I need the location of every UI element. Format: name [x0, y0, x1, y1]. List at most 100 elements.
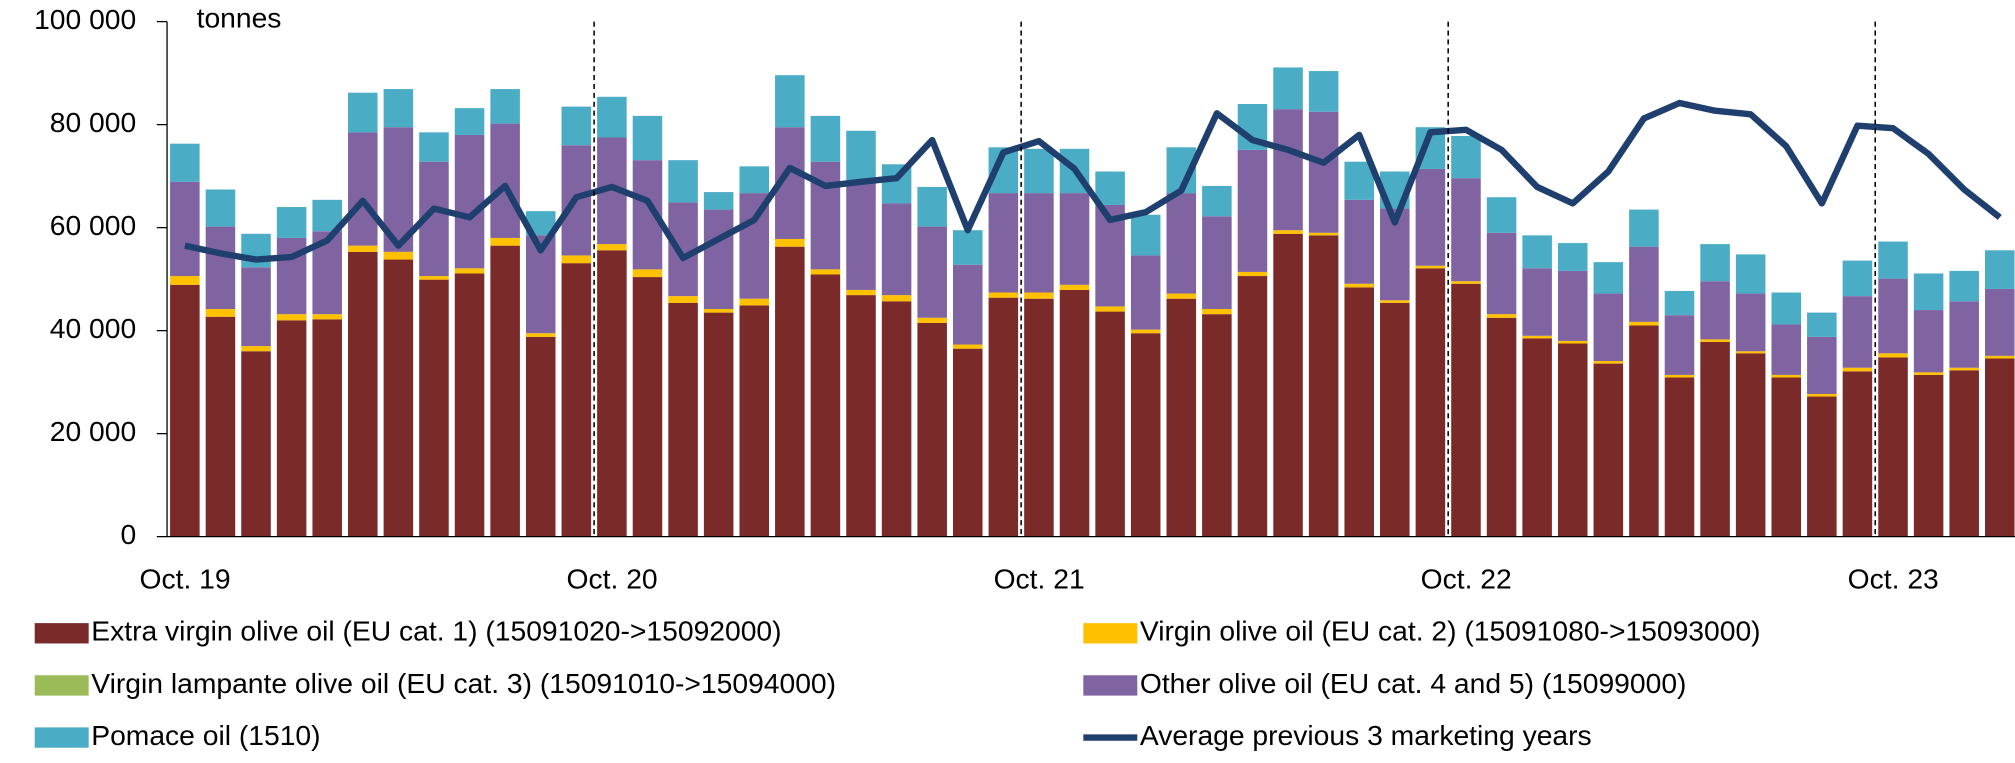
bar-segment	[348, 132, 378, 246]
bar-segment	[1451, 283, 1481, 537]
bar-segment	[1771, 377, 1802, 537]
bar-segment	[1664, 377, 1695, 537]
bar-segment	[739, 298, 770, 306]
bar-segment	[205, 309, 236, 317]
bar-segment	[1166, 193, 1197, 294]
bar-segment	[1700, 339, 1730, 342]
bar-segment	[1415, 268, 1446, 537]
bar-segment	[1913, 372, 1944, 375]
bar-segment	[810, 274, 841, 537]
bar-segment	[525, 336, 556, 537]
bar-segment	[1771, 324, 1802, 375]
legend-label: Virgin olive oil (EU cat. 2) (15091080->…	[1140, 616, 1761, 647]
bar-segment	[1451, 281, 1481, 284]
bar-segment	[419, 132, 449, 162]
bar-segment	[1842, 260, 1873, 297]
bar-segment	[1166, 293, 1197, 299]
legend-swatch	[34, 727, 89, 748]
bar-segment	[1842, 296, 1873, 368]
bar-segment	[1664, 315, 1695, 375]
bar-segment	[1629, 209, 1659, 247]
bar-segment	[775, 238, 805, 247]
bar-segment	[312, 319, 342, 537]
bar-segment	[597, 244, 627, 251]
bar-segment	[703, 312, 734, 537]
y-tick-label: 40 000	[50, 313, 136, 344]
bar-segment	[1735, 351, 1766, 354]
bar-segment	[1273, 67, 1303, 110]
bar-segment	[170, 284, 200, 537]
bar-segment	[1557, 340, 1588, 344]
bar-segment	[1451, 178, 1481, 282]
bar-segment	[1557, 270, 1588, 341]
legend-label: Virgin lampante olive oil (EU cat. 3) (1…	[91, 668, 836, 699]
y-tick-label: 20 000	[50, 416, 136, 447]
bar-segment	[810, 269, 841, 275]
bar-segment	[241, 346, 271, 352]
bar-segment	[1522, 268, 1552, 336]
bar-segment	[1593, 293, 1624, 362]
bar-segment	[1735, 353, 1766, 537]
bar-segment	[1415, 265, 1446, 269]
bar-segment	[1629, 321, 1659, 326]
bar-segment	[1095, 306, 1125, 312]
bar-segment	[312, 314, 342, 320]
bar-segment	[1842, 367, 1873, 372]
bar-segment	[1486, 314, 1517, 318]
legend-label: Other olive oil (EU cat. 4 and 5) (15099…	[1140, 668, 1687, 699]
bar-segment	[241, 351, 271, 537]
bar-segment	[1807, 393, 1837, 397]
x-tick-label: Oct. 19	[140, 564, 231, 595]
bar-segment	[1308, 111, 1339, 233]
bar-segment	[1878, 278, 1908, 354]
bar-segment	[1735, 254, 1766, 294]
bar-segment	[846, 130, 876, 181]
bar-segment	[917, 317, 947, 323]
bar-segment	[1344, 283, 1374, 288]
bar-segment	[1949, 270, 1979, 302]
bar-segment	[1807, 396, 1837, 537]
bar-segment	[1949, 301, 1979, 368]
bar-segment	[1557, 343, 1588, 537]
bar-segment	[276, 207, 307, 238]
bar-segment	[988, 193, 1019, 293]
bar-segment	[490, 245, 520, 537]
bar-segment	[1593, 262, 1624, 294]
bar-segment	[454, 268, 485, 274]
bar-segment	[1629, 246, 1659, 322]
legend-label: Extra virgin olive oil (EU cat. 1) (1509…	[91, 616, 781, 647]
bar-segment	[1985, 288, 2015, 356]
bar-segment	[1273, 109, 1303, 231]
x-tick-label: Oct. 20	[567, 564, 658, 595]
bar-segment	[703, 192, 734, 210]
bar-segment	[1024, 148, 1054, 194]
bar-segment	[952, 264, 983, 345]
bar-segment	[1522, 338, 1552, 537]
bar-segment	[846, 295, 876, 537]
bar-segment	[1664, 374, 1695, 378]
bar-segment	[1273, 233, 1303, 537]
bar-segment	[1202, 314, 1232, 537]
bar-segment	[454, 134, 485, 269]
bar-segment	[1486, 197, 1517, 233]
bar-segment	[988, 292, 1019, 298]
y-tick-label: 80 000	[50, 107, 136, 138]
bar-segment	[348, 245, 378, 252]
bar-segment	[1985, 355, 2015, 359]
y-tick-label: 0	[120, 519, 136, 550]
bar-segment	[561, 263, 592, 537]
bar-segment	[1913, 374, 1944, 537]
bar-segment	[1878, 241, 1908, 279]
bar-segment	[170, 181, 200, 277]
bar-segment	[1486, 317, 1517, 537]
bar-segment	[703, 209, 734, 310]
bar-segment	[490, 237, 520, 246]
bar-segment	[597, 250, 627, 537]
bar-segment	[1949, 367, 1979, 371]
bar-segment	[668, 160, 698, 203]
bar-segment	[1130, 214, 1161, 256]
bar-segment	[632, 277, 663, 537]
bar-segment	[703, 309, 734, 313]
bar-segment	[1949, 370, 1979, 537]
